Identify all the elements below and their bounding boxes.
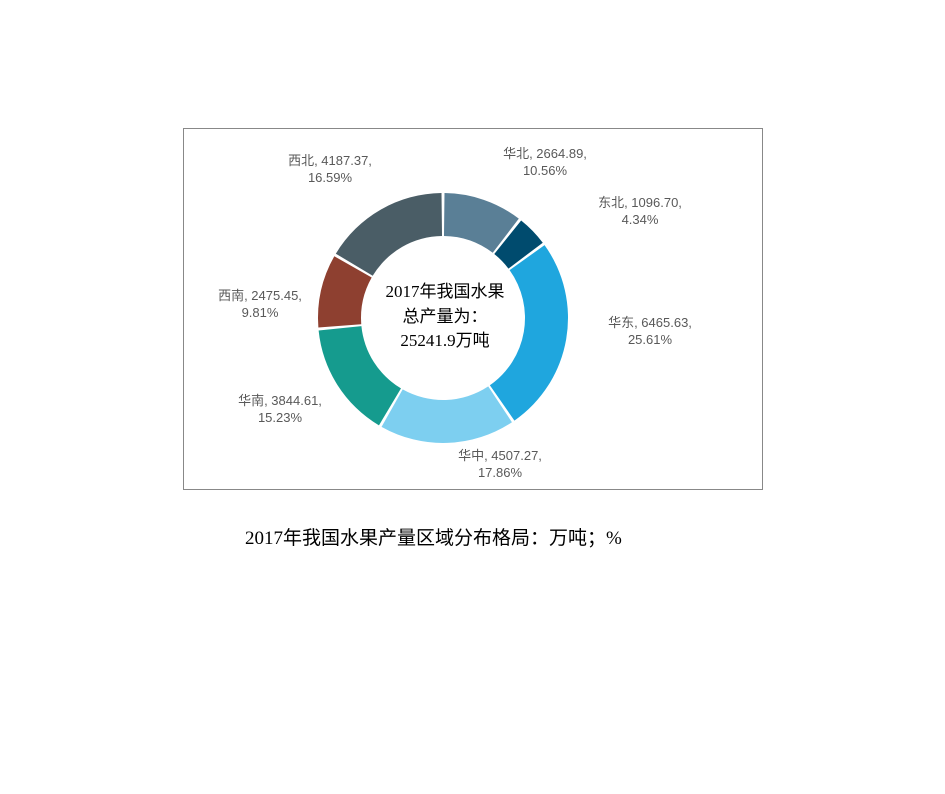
slice-label-华东: 华东, 6465.63,25.61% — [580, 315, 720, 349]
slice-label-华北: 华北, 2664.89,10.56% — [475, 146, 615, 180]
slice-label-华中: 华中, 4507.27,17.86% — [430, 448, 570, 482]
slice-华中 — [382, 386, 512, 443]
center-text-line2: 总产量为： — [365, 305, 525, 330]
slice-西北 — [336, 193, 442, 276]
slice-label-华南: 华南, 3844.61,15.23% — [210, 393, 350, 427]
center-text-line1: 2017年我国水果 — [365, 280, 525, 305]
slice-label-percent: 10.56% — [475, 163, 615, 180]
slice-label-percent: 4.34% — [570, 212, 710, 229]
slice-label-name-value: 西北, 4187.37, — [260, 153, 400, 170]
slice-label-percent: 15.23% — [210, 410, 350, 427]
caption: 2017年我国水果产量区域分布格局：万吨；% — [245, 523, 622, 550]
slice-label-name-value: 华南, 3844.61, — [210, 393, 350, 410]
slice-label-percent: 9.81% — [190, 305, 330, 322]
slice-label-西南: 西南, 2475.45,9.81% — [190, 288, 330, 322]
center-text-line3: 25241.9万吨 — [365, 329, 525, 354]
slice-label-name-value: 东北, 1096.70, — [570, 195, 710, 212]
slice-label-西北: 西北, 4187.37,16.59% — [260, 153, 400, 187]
slice-label-name-value: 华东, 6465.63, — [580, 315, 720, 332]
slice-label-name-value: 西南, 2475.45, — [190, 288, 330, 305]
slice-label-percent: 25.61% — [580, 332, 720, 349]
slice-label-东北: 东北, 1096.70,4.34% — [570, 195, 710, 229]
slice-label-percent: 16.59% — [260, 170, 400, 187]
slice-label-percent: 17.86% — [430, 465, 570, 482]
center-text: 2017年我国水果 总产量为： 25241.9万吨 — [365, 280, 525, 354]
slice-label-name-value: 华中, 4507.27, — [430, 448, 570, 465]
donut-chart: 2017年我国水果 总产量为： 25241.9万吨 华北, 2664.89,10… — [0, 0, 945, 794]
donut-svg — [0, 0, 945, 794]
slice-label-name-value: 华北, 2664.89, — [475, 146, 615, 163]
